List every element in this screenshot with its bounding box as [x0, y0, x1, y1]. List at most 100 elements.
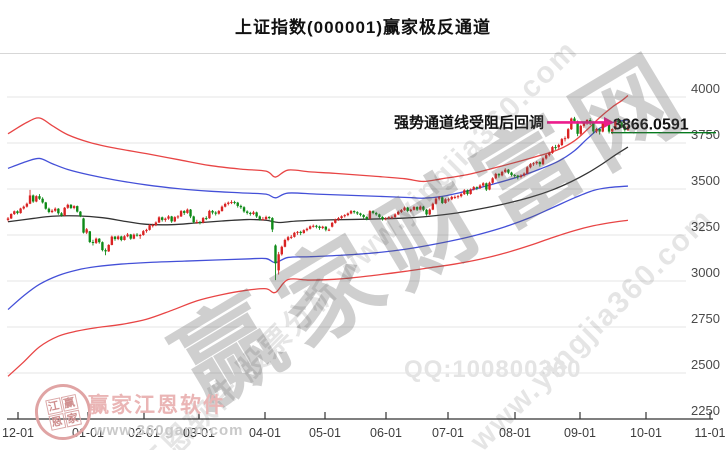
candle-body — [154, 222, 158, 226]
seal-char-br: 家 — [63, 409, 82, 428]
candle-body — [116, 236, 120, 240]
candle-body — [371, 211, 375, 213]
candle-body — [321, 226, 324, 229]
candle-body — [611, 129, 614, 132]
candle-body — [365, 216, 368, 219]
candle-body — [601, 123, 604, 132]
candle-body — [101, 242, 104, 251]
candle-body — [485, 183, 488, 190]
candle-body — [54, 208, 57, 211]
candle-body — [419, 206, 422, 210]
candle-body — [412, 207, 416, 210]
candle-body — [60, 213, 63, 216]
channel-line-upper-strong-blue — [7, 119, 629, 199]
y-axis-label: 4000 — [691, 81, 720, 96]
candle-body — [390, 217, 394, 219]
candle-body — [607, 120, 611, 132]
candle-body — [312, 225, 315, 227]
candle-body — [31, 195, 35, 202]
candle-body — [406, 207, 409, 211]
candle-body — [280, 246, 283, 255]
candle-body — [236, 202, 239, 206]
candle-body — [422, 206, 425, 210]
candle-body — [529, 164, 532, 168]
candle-body — [126, 234, 129, 237]
candle-body — [352, 211, 356, 213]
candle-body — [491, 178, 494, 183]
annotation-text: 强势通道线受阻后回调 — [394, 113, 544, 131]
x-axis-label: 10-01 — [630, 426, 662, 440]
x-axis-label: 11-01 — [694, 426, 725, 440]
candle-body — [66, 204, 69, 208]
candle-body — [516, 175, 520, 178]
y-axis-label: 2250 — [691, 403, 720, 418]
candle-body — [494, 173, 497, 179]
candle-body — [173, 217, 176, 222]
candle-body — [340, 216, 343, 219]
candle-body — [327, 229, 331, 231]
candle-body — [535, 161, 538, 164]
candle-body — [302, 230, 306, 233]
candle-body — [293, 232, 296, 237]
candle-body — [428, 209, 431, 215]
candle-body — [135, 234, 139, 236]
candle-body — [299, 231, 302, 233]
candle-body — [151, 225, 154, 227]
candle-body — [538, 161, 542, 165]
candle-body — [13, 211, 16, 215]
candle-body — [368, 211, 372, 219]
candle-body — [387, 217, 390, 219]
candle-body — [497, 173, 501, 176]
candle-body — [186, 209, 189, 213]
candle-body — [91, 241, 95, 243]
candle-body — [98, 238, 101, 243]
candle-body — [403, 207, 406, 211]
candle-body — [450, 196, 453, 200]
candle-body — [620, 122, 623, 127]
candle-body — [318, 226, 321, 229]
candle-body — [315, 225, 318, 227]
candle-body — [290, 236, 293, 238]
candle-body — [85, 229, 88, 233]
candle-body — [566, 129, 570, 139]
candle-body — [570, 118, 573, 130]
candle-body — [453, 196, 457, 198]
candle-body — [205, 218, 208, 220]
candle-body — [626, 126, 630, 130]
candle-body — [104, 250, 107, 252]
candle-body — [472, 187, 475, 190]
candle-body — [245, 211, 249, 213]
x-axis-label: 12-01 — [2, 426, 34, 440]
candle-body — [258, 216, 261, 220]
candle-body — [573, 118, 576, 122]
candle-body — [217, 211, 221, 214]
candle-body — [28, 195, 32, 204]
candle-body — [286, 237, 290, 240]
candle-body — [557, 145, 560, 148]
candle-body — [576, 121, 579, 134]
y-axis-label: 3000 — [691, 265, 720, 280]
candle-body — [208, 210, 211, 219]
candle-body — [434, 198, 438, 204]
candle-body — [500, 171, 504, 176]
candle-body — [415, 207, 419, 210]
candle-body — [255, 212, 258, 217]
candle-body — [220, 206, 224, 212]
candle-body — [507, 169, 510, 173]
candle-body — [6, 218, 10, 220]
y-axis-label: 3500 — [691, 173, 720, 188]
candle-body — [239, 205, 243, 208]
candle-body — [283, 239, 287, 247]
y-axis-label: 3750 — [691, 127, 720, 142]
candle-body — [504, 169, 507, 172]
candle-body — [522, 173, 526, 176]
candle-body — [113, 236, 117, 240]
candle-body — [343, 215, 346, 217]
candle-body — [469, 189, 472, 194]
candle-body — [330, 222, 334, 227]
candle-body — [107, 244, 110, 252]
candle-body — [431, 203, 435, 210]
candle-body — [437, 197, 441, 199]
